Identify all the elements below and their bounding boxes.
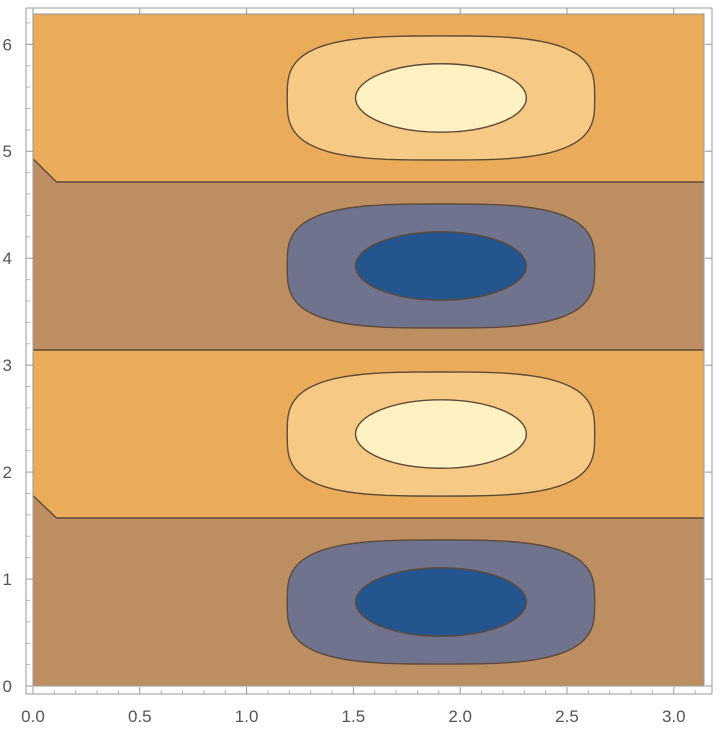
peak-inner-contour-1	[354, 399, 528, 469]
y-tick-label: 0	[3, 677, 12, 696]
y-axis: 0 1 2 3 4 5 6	[3, 8, 713, 696]
trough-inner-contour-0	[354, 567, 528, 637]
y-tick-label: 1	[3, 570, 12, 589]
y-tick-label: 3	[3, 356, 12, 375]
x-tick-label: 0.5	[128, 707, 152, 726]
peak-inner-contour-3	[354, 63, 528, 133]
x-tick-label: 2.0	[448, 707, 472, 726]
trough-inner-contour-2	[354, 231, 528, 301]
plot-frame	[32, 13, 705, 687]
band-notch-0	[33, 495, 57, 518]
y-tick-label: 4	[3, 249, 12, 268]
y-tick-label: 6	[3, 35, 12, 54]
x-axis: 0.0 0.5 1.0 1.5 2.0 2.5 3.0	[21, 7, 712, 726]
x-tick-label: 3.0	[662, 707, 686, 726]
y-tick-label: 2	[3, 463, 12, 482]
x-tick-label: 1.5	[342, 707, 366, 726]
contour-line-boundary	[32, 158, 704, 183]
x-tick-label: 1.0	[235, 707, 259, 726]
x-tick-label: 0.0	[21, 707, 45, 726]
x-tick-label: 2.5	[555, 707, 579, 726]
y-tick-label: 5	[3, 142, 12, 161]
contour-line-boundary	[32, 495, 704, 519]
plot-area	[32, 13, 704, 686]
